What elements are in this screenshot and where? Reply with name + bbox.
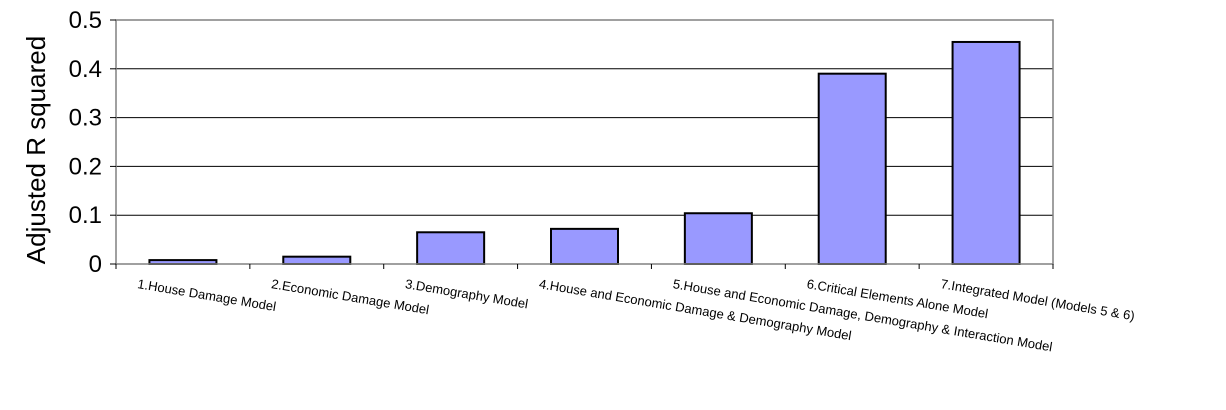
- y-tick-label: 0.3: [69, 105, 102, 132]
- bar: [683, 212, 753, 265]
- bar: [817, 72, 887, 266]
- bar: [951, 40, 1021, 265]
- gridlines: [116, 68, 1053, 216]
- y-tick-label: 0.5: [69, 7, 102, 34]
- x-axis-ticks: [115, 264, 1054, 269]
- bars: [148, 40, 1021, 266]
- y-axis-title: Adjusted R squared: [21, 36, 51, 264]
- y-tick-label: 0: [89, 251, 102, 278]
- x-category-label: 1.House Damage Model: [136, 276, 277, 314]
- bar: [416, 231, 486, 265]
- y-tick-label: 0.2: [69, 153, 102, 180]
- y-tick-label: 0.1: [69, 202, 102, 229]
- y-tick-label: 0.4: [69, 56, 102, 83]
- bar: [550, 227, 619, 265]
- y-axis-ticks: 0 0.1 0.2 0.3 0.4 0.5: [69, 7, 116, 278]
- plot-area-frame: [115, 19, 1054, 265]
- bar: [282, 255, 352, 265]
